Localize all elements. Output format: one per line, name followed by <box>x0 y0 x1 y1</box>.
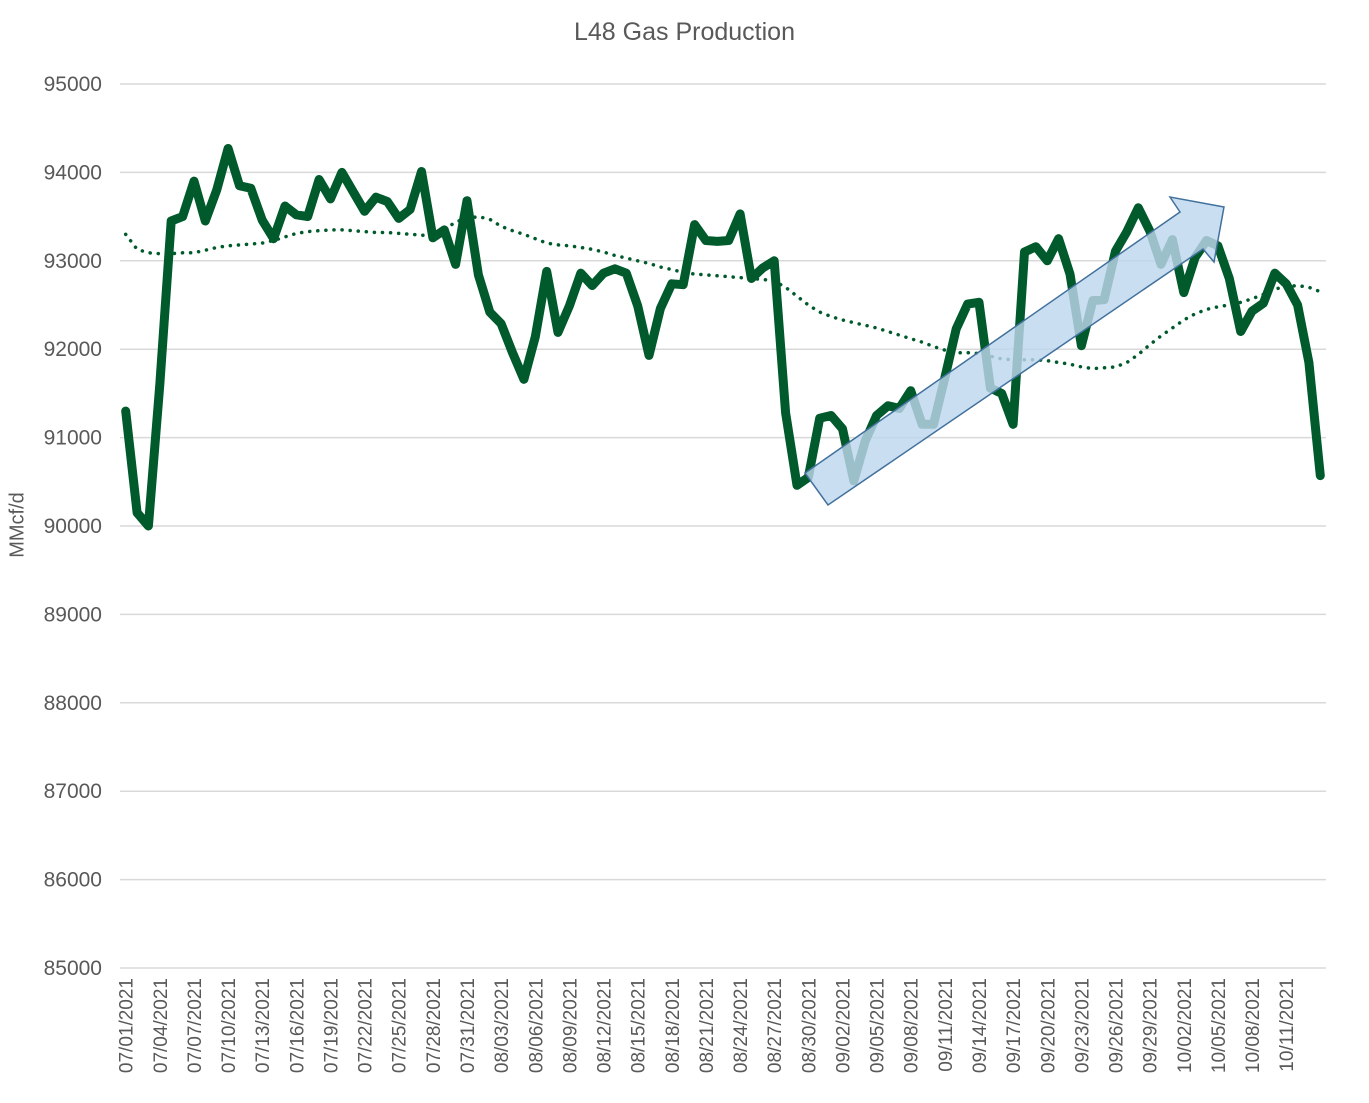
x-tick-label: 09/08/2021 <box>902 978 923 1073</box>
y-axis-ticks: 85000 86000 87000 88000 89000 90000 91000 92000… <box>44 73 102 980</box>
y-tick-label: 95000 <box>44 73 102 96</box>
y-tick-label: 91000 <box>44 427 102 450</box>
x-tick-label: 09/29/2021 <box>1141 978 1162 1073</box>
x-tick-label: 09/20/2021 <box>1038 978 1059 1073</box>
x-tick-label: 07/10/2021 <box>219 978 240 1073</box>
production-line <box>121 144 1325 531</box>
x-tick-label: 10/11/2021 <box>1277 978 1298 1072</box>
trend-line-dotted <box>123 214 1323 371</box>
y-tick-label: 85000 <box>44 957 102 980</box>
x-tick-label: 07/25/2021 <box>390 978 411 1073</box>
annotation-layer <box>803 195 1225 507</box>
x-tick-label: 09/23/2021 <box>1072 978 1093 1073</box>
x-tick-label: 09/11/2021 <box>936 978 957 1072</box>
y-tick-label: 90000 <box>44 515 102 538</box>
x-tick-label: 09/02/2021 <box>833 978 854 1073</box>
y-tick-label: 94000 <box>44 161 102 184</box>
x-tick-label: 08/09/2021 <box>560 978 581 1073</box>
x-tick-label: 08/03/2021 <box>492 978 513 1073</box>
x-tick-label: 07/28/2021 <box>424 978 445 1073</box>
x-tick-label: 08/27/2021 <box>765 978 786 1073</box>
x-tick-label: 07/31/2021 <box>458 978 479 1073</box>
y-tick-label: 86000 <box>44 869 102 892</box>
x-tick-label: 07/04/2021 <box>151 978 172 1073</box>
x-tick-label: 08/30/2021 <box>799 978 820 1073</box>
x-tick-label: 09/17/2021 <box>1004 978 1025 1073</box>
x-tick-label: 08/21/2021 <box>697 978 718 1073</box>
series-layer <box>121 144 1325 531</box>
x-tick-label: 09/26/2021 <box>1107 978 1128 1073</box>
x-tick-label: 08/15/2021 <box>629 978 650 1073</box>
x-tick-label: 07/22/2021 <box>356 978 377 1073</box>
x-tick-label: 09/05/2021 <box>868 978 889 1073</box>
x-axis-ticks: 07/01/2021 07/04/2021 07/07/2021 07/10/2021… <box>117 978 1298 1073</box>
chart-title: L48 Gas Production <box>574 18 795 46</box>
gridlines <box>120 83 1326 969</box>
y-tick-label: 92000 <box>44 338 102 361</box>
x-tick-label: 08/12/2021 <box>595 978 616 1073</box>
x-tick-label: 07/07/2021 <box>185 978 206 1073</box>
y-tick-label: 87000 <box>44 780 102 803</box>
x-tick-label: 08/06/2021 <box>526 978 547 1073</box>
y-tick-label: 93000 <box>44 250 102 273</box>
x-tick-label: 10/05/2021 <box>1209 978 1230 1073</box>
x-tick-label: 07/19/2021 <box>321 978 342 1073</box>
y-tick-label: 88000 <box>44 692 102 715</box>
x-tick-label: 07/01/2021 <box>117 978 138 1073</box>
x-tick-label: 10/02/2021 <box>1175 978 1196 1073</box>
x-tick-label: 09/14/2021 <box>970 978 991 1073</box>
x-tick-label: 07/16/2021 <box>287 978 308 1073</box>
x-tick-label: 08/24/2021 <box>731 978 752 1073</box>
x-tick-label: 07/13/2021 <box>253 978 274 1073</box>
x-tick-label: 08/18/2021 <box>663 978 684 1073</box>
trend-arrow <box>803 195 1225 507</box>
x-tick-label: 10/08/2021 <box>1243 978 1264 1073</box>
y-tick-label: 89000 <box>44 603 102 626</box>
